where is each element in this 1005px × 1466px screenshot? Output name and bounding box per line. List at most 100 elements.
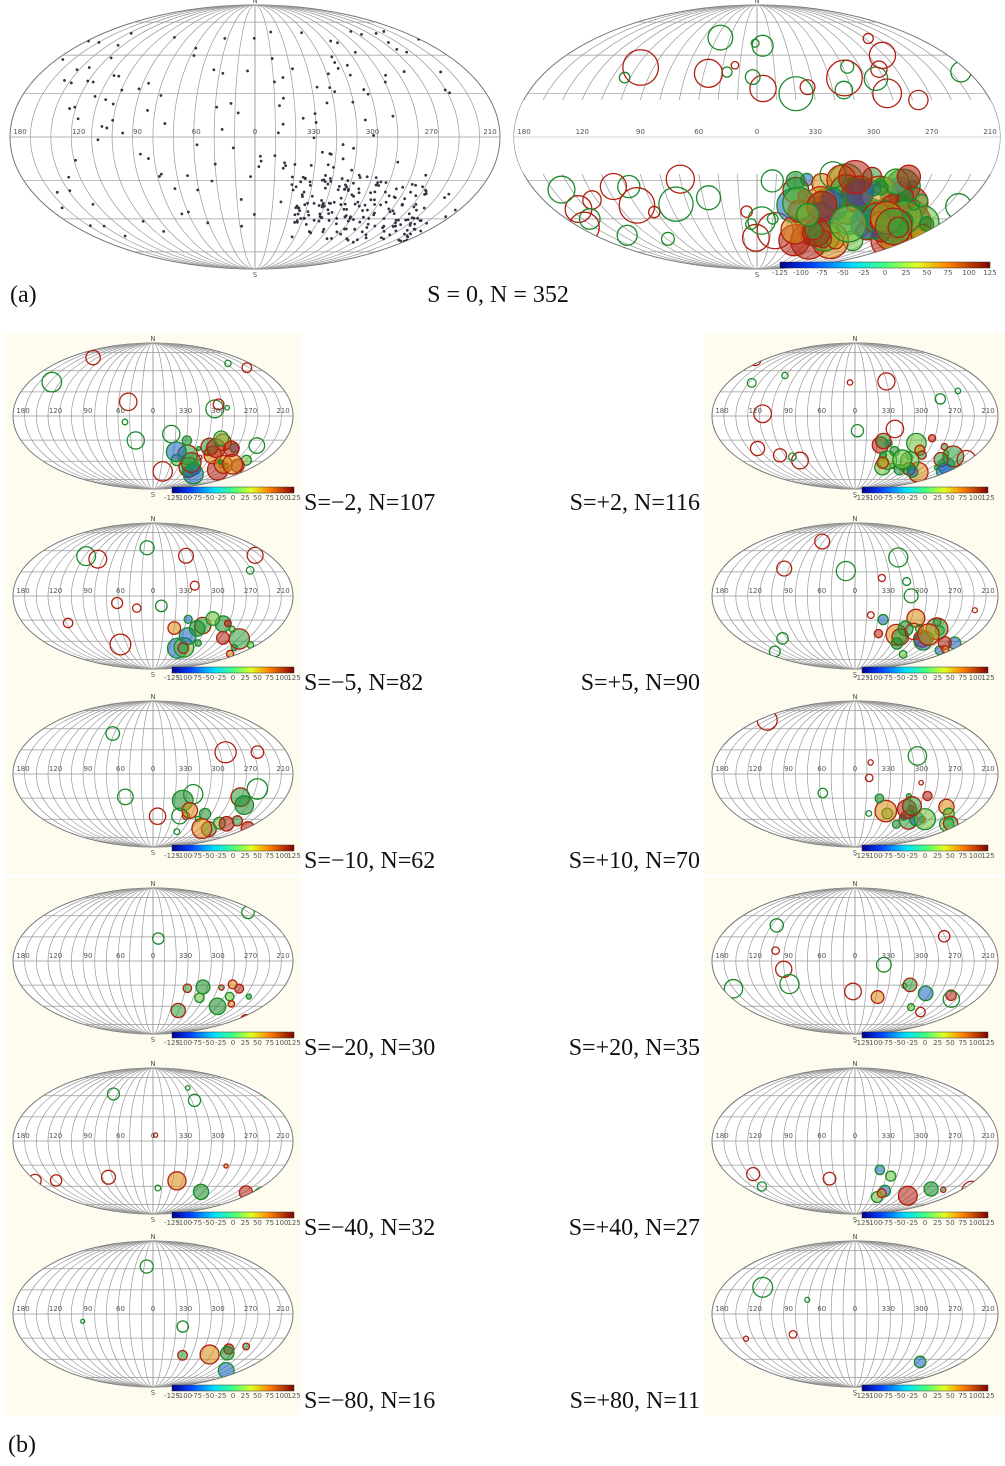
pole-label: N [852,335,857,343]
sky-map: 18012090600330300270210NS-125-100-75-50-… [704,1231,1005,1415]
colorbar [862,845,988,851]
source-blob [225,992,234,1001]
source-dot [196,143,199,146]
colorbar-label: 50 [946,1039,955,1047]
source-dot [345,237,348,240]
longitude-label: 210 [276,1132,289,1140]
source-dot [395,48,398,51]
longitude-label: 60 [817,407,826,415]
source-dot [383,230,386,233]
source-dot [187,211,190,214]
source-dot [313,219,316,222]
source-dot [401,203,404,206]
longitude-label: 180 [715,1132,728,1140]
longitude-label: 60 [817,765,826,773]
source-dot [379,204,382,207]
colorbar-label: 0 [923,674,927,682]
source-dot [146,109,149,112]
colorbar-label: 100 [969,852,982,860]
longitude-label: 330 [882,765,895,773]
source-dot [365,236,368,239]
longitude-label: 0 [151,952,155,960]
source-dot [419,230,422,233]
colorbar-label: 50 [923,269,932,277]
colorbar-label: -100 [867,1392,883,1400]
source-dot [206,221,209,224]
longitude-label: 330 [882,407,895,415]
colorbar-label: 75 [265,852,274,860]
source-dot [415,203,418,206]
colorbar-label: -50 [203,1219,214,1227]
source-dot [328,202,331,205]
longitude-label: 120 [749,1305,762,1313]
longitude-label: 90 [84,587,93,595]
source-blob [168,1172,186,1190]
source-dot [302,117,305,120]
colorbar-label: 75 [958,674,967,682]
colorbar [862,1032,988,1038]
longitude-label: 60 [116,952,125,960]
caption: S=+20, N=35 [569,1035,700,1061]
longitude-label: 60 [192,128,201,136]
source-dot [373,198,376,201]
source-blob [891,638,902,649]
colorbar-label: 50 [253,674,262,682]
source-dot [344,216,347,219]
longitude-label: 330 [882,587,895,595]
longitude-label: 120 [749,407,762,415]
longitude-label: 210 [981,952,994,960]
longitude-label: 210 [483,128,496,136]
source-dot [253,37,256,40]
source-blob [839,161,872,194]
colorbar-label: 0 [231,852,235,860]
source-dot [162,230,165,233]
source-dot [349,217,352,220]
source-dot [294,163,297,166]
colorbar-label: -25 [215,1219,226,1227]
source-dot [375,184,378,187]
figure: (a) S = 0, N = 352 (b) 18012090600330300… [0,0,1005,1466]
longitude-label: 120 [49,407,62,415]
longitude-label: 330 [179,952,192,960]
source-blob [897,165,920,188]
source-dot [237,112,240,115]
colorbar [862,1212,988,1218]
source-dot [361,230,364,233]
source-dot [328,152,331,155]
source-dot [337,67,340,70]
colorbar-label: 125 [981,1392,994,1400]
source-dot [409,191,412,194]
pole-label: N [150,515,155,523]
longitude-label: 270 [948,952,961,960]
pole-label: N [852,515,857,523]
pole-label: S [151,1036,156,1044]
source-dot [429,34,432,37]
source-dot [305,223,308,226]
colorbar-label: -100 [867,674,883,682]
colorbar-label: 100 [969,1392,982,1400]
source-dot [342,143,345,146]
longitude-label: 180 [13,128,26,136]
longitude-label: 60 [116,1305,125,1313]
longitude-label: 300 [366,128,379,136]
source-blob [229,626,235,632]
longitude-label: 300 [211,1305,224,1313]
source-blob [875,1165,884,1174]
source-dot [387,41,390,44]
source-dot [292,189,295,192]
source-dot [407,218,410,221]
source-dot [384,74,387,77]
source-blob [193,1184,208,1199]
source-dot [311,195,314,198]
source-dot [354,51,357,54]
sky-map: 18012090600330300270210NS-125-100-75-50-… [5,1058,301,1242]
colorbar-label: -50 [203,674,214,682]
source-dot [147,82,150,85]
longitude-label: 0 [853,407,857,415]
source-dot [384,191,387,194]
source-dot [335,222,338,225]
colorbar-label: 25 [241,674,250,682]
longitude-label: 270 [948,1305,961,1313]
source-dot [291,67,294,70]
source-dot [339,233,342,236]
